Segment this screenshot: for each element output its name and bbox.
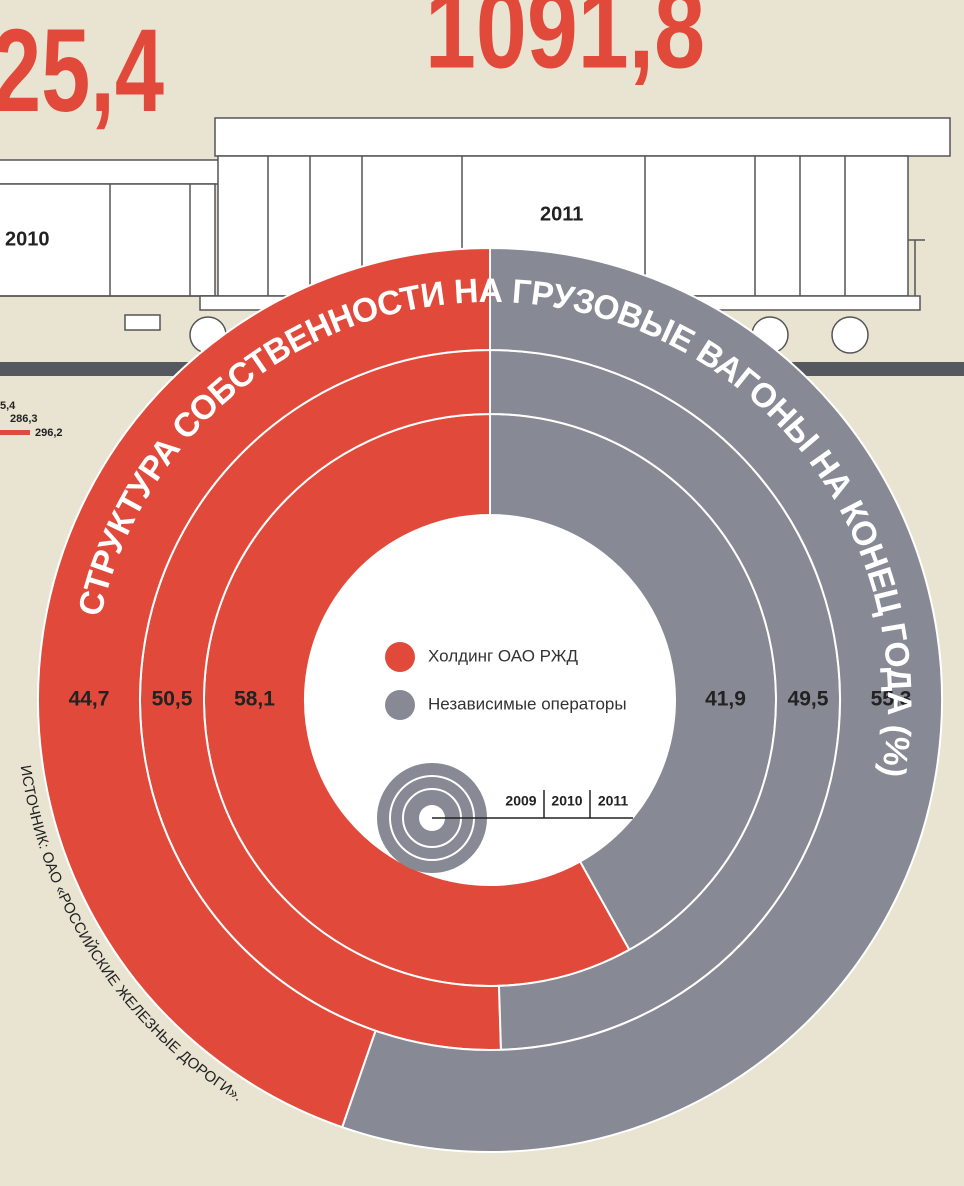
- wagon-year: 2011: [540, 203, 583, 225]
- wagon-year: 2010: [5, 228, 50, 250]
- legend-label: Холдинг ОАО РЖД: [428, 646, 578, 665]
- legend-swatch: [385, 642, 415, 672]
- value-label: 58,1: [234, 688, 275, 711]
- key-year: 2010: [551, 793, 582, 809]
- value-label: 41,9: [705, 688, 746, 711]
- total-2011: 1091,8: [425, 0, 705, 92]
- side-label: 296,2: [35, 427, 63, 439]
- side-label: 5,4: [0, 400, 16, 412]
- legend-label: Независимые операторы: [428, 694, 627, 713]
- legend-swatch: [385, 690, 415, 720]
- key-year: 2011: [598, 793, 629, 809]
- value-label: 49,5: [788, 688, 829, 711]
- value-label: 50,5: [152, 688, 193, 711]
- side-label: 286,3: [10, 413, 38, 425]
- infographic: 25,4 1091,8 2010 2011 5,4 286,3 296,2 58…: [0, 0, 964, 1186]
- total-2010: 25,4: [0, 5, 164, 137]
- side-bar: [0, 430, 30, 435]
- key-year: 2009: [505, 793, 536, 809]
- value-label: 44,7: [69, 688, 110, 711]
